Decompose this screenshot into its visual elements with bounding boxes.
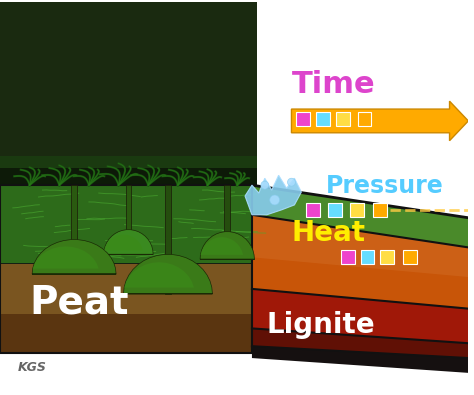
Polygon shape <box>252 328 468 358</box>
Polygon shape <box>0 2 257 185</box>
Text: KGS: KGS <box>18 361 46 374</box>
Bar <box>374 203 387 217</box>
Polygon shape <box>104 235 143 250</box>
Polygon shape <box>252 215 468 308</box>
Polygon shape <box>124 254 212 294</box>
Bar <box>306 203 320 217</box>
Polygon shape <box>0 314 252 353</box>
Bar <box>403 250 417 264</box>
Polygon shape <box>33 246 99 269</box>
Text: Time: Time <box>292 70 375 99</box>
Polygon shape <box>32 240 116 274</box>
Bar <box>164 185 172 294</box>
Text: Heat: Heat <box>292 220 365 247</box>
Polygon shape <box>200 232 255 259</box>
Circle shape <box>270 195 280 205</box>
Bar <box>336 112 350 126</box>
Bar <box>296 112 310 126</box>
Bar <box>341 250 355 264</box>
Bar <box>350 203 364 217</box>
Polygon shape <box>252 185 468 247</box>
Bar <box>358 112 372 126</box>
Polygon shape <box>104 230 153 254</box>
Bar <box>380 250 394 264</box>
Polygon shape <box>0 264 252 314</box>
Text: Pressure: Pressure <box>326 174 444 198</box>
Text: Lignite: Lignite <box>267 311 375 339</box>
Bar <box>316 112 330 126</box>
Circle shape <box>288 178 295 186</box>
Polygon shape <box>0 185 252 264</box>
Text: Peat: Peat <box>30 284 129 322</box>
Polygon shape <box>0 168 257 185</box>
Polygon shape <box>0 156 257 185</box>
Polygon shape <box>201 237 243 255</box>
Polygon shape <box>124 262 194 288</box>
Bar <box>361 250 374 264</box>
Bar <box>224 185 230 259</box>
Bar <box>71 185 77 274</box>
Polygon shape <box>292 101 468 141</box>
Polygon shape <box>245 175 301 215</box>
Polygon shape <box>252 289 468 343</box>
Bar <box>328 203 342 217</box>
Polygon shape <box>252 346 468 373</box>
Polygon shape <box>252 215 468 277</box>
Bar <box>126 185 131 254</box>
Circle shape <box>261 181 269 189</box>
